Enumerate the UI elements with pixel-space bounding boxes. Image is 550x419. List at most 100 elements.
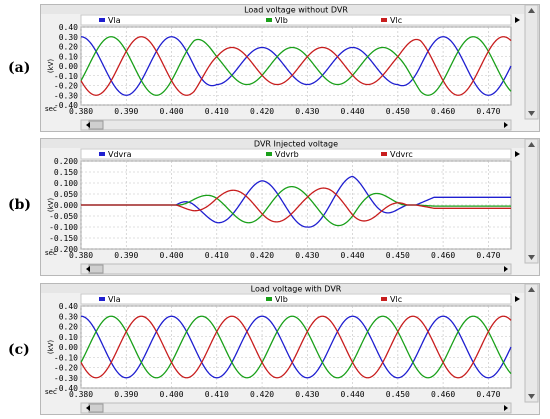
panel-c-label: (c) (8, 342, 30, 358)
x-tick-label: 0.470 (476, 107, 500, 116)
svg-text:Vlb: Vlb (275, 295, 288, 304)
chart-title: Load voltage with DVR (251, 285, 342, 294)
svg-text:Vdvra: Vdvra (108, 150, 132, 159)
legend-item-vlc[interactable]: Vlc (381, 295, 402, 304)
expand-right-icon[interactable] (515, 17, 520, 23)
x-tick-label: 0.400 (159, 251, 183, 260)
y-tick-label: 0.30 (59, 33, 78, 42)
x-tick-label: 0.460 (431, 251, 455, 260)
scroll-up-icon[interactable] (528, 142, 535, 147)
vertical-scrollbar[interactable] (524, 284, 539, 403)
x-tick-label: 0.380 (69, 107, 93, 116)
legend-item-vdvrc[interactable]: Vdvrc (381, 150, 413, 159)
y-tick-label: 0.100 (54, 179, 78, 188)
y-tick-label: 0.40 (59, 23, 78, 32)
y-tick-label: 0.10 (59, 333, 78, 342)
series-line-vla (80, 36, 512, 96)
x-tick-label: 0.380 (69, 251, 93, 260)
svg-text:Vlc: Vlc (390, 16, 402, 25)
scroll-up-icon[interactable] (528, 287, 535, 292)
y-tick-label: -0.10 (54, 353, 78, 362)
legend-item-vdvra[interactable]: Vdvra (99, 150, 132, 159)
series-line-vlb (80, 315, 512, 379)
x-tick-label: 0.400 (159, 390, 183, 399)
legend-item-vlc[interactable]: Vlc (381, 16, 402, 25)
chart-title: DVR Injected voltage (254, 140, 338, 149)
series-line-vla (80, 315, 512, 379)
x-tick-label: 0.470 (476, 251, 500, 260)
y-axis-label: (kV) (47, 340, 55, 355)
x-axis-label: sec (45, 388, 57, 396)
legend-item-vla[interactable]: Vla (99, 16, 121, 25)
svg-text:Vlc: Vlc (390, 295, 402, 304)
scroll-up-icon[interactable] (528, 8, 535, 13)
x-tick-label: 0.450 (386, 107, 410, 116)
panel-c: Load voltage with DVR Vla Vlb Vlc 0.40 0.30 0.… (40, 283, 540, 415)
chart-title: Load voltage without DVR (244, 6, 348, 15)
scroll-thumb[interactable] (88, 120, 104, 130)
chart-b: DVR Injected voltage Vdvra Vdvrb Vdvrc 0.200… (41, 139, 539, 275)
x-tick-label: 0.420 (250, 251, 274, 260)
vertical-scrollbar[interactable] (524, 139, 539, 264)
chart-c: Load voltage with DVR Vla Vlb Vlc 0.400.30 0.… (41, 284, 539, 414)
y-tick-label: 0.000 (54, 201, 78, 210)
x-tick-label: 0.390 (114, 107, 138, 116)
scroll-right-icon[interactable] (504, 405, 508, 411)
x-tick-label: 0.380 (69, 390, 93, 399)
x-tick-label: 0.440 (341, 390, 365, 399)
x-tick-label: 0.440 (341, 107, 365, 116)
horizontal-scrollbar[interactable] (80, 402, 512, 414)
y-tick-label: -0.40 (54, 384, 78, 393)
legend-item-vdvrb[interactable]: Vdvrb (266, 150, 299, 159)
vertical-scrollbar[interactable] (524, 5, 539, 120)
x-tick-label: 0.390 (114, 390, 138, 399)
x-tick-label: 0.410 (205, 390, 229, 399)
svg-text:Vla: Vla (108, 295, 121, 304)
y-tick-label: -0.100 (49, 223, 78, 232)
y-axis-label: (kV) (47, 198, 55, 213)
series-line-vlb (80, 36, 512, 96)
y-tick-label: -0.30 (54, 374, 78, 383)
scroll-down-icon[interactable] (528, 111, 535, 116)
x-tick-label: 0.430 (295, 107, 319, 116)
y-tick-label: -0.30 (54, 91, 78, 100)
scroll-right-icon[interactable] (504, 122, 508, 128)
scroll-thumb[interactable] (88, 264, 104, 274)
scroll-down-icon[interactable] (528, 255, 535, 260)
x-tick-label: 0.410 (205, 251, 229, 260)
horizontal-scrollbar[interactable] (80, 119, 512, 131)
x-tick-label: 0.440 (341, 251, 365, 260)
legend-item-vlb[interactable]: Vlb (266, 295, 288, 304)
x-tick-label: 0.430 (295, 390, 319, 399)
y-axis-label: (kV) (47, 59, 55, 74)
x-tick-label: 0.400 (159, 107, 183, 116)
series-line-vdvrc (81, 187, 511, 223)
y-tick-label: 0.00 (59, 343, 78, 352)
expand-right-icon[interactable] (515, 296, 520, 302)
scroll-down-icon[interactable] (528, 394, 535, 399)
svg-text:Vdvrb: Vdvrb (275, 150, 299, 159)
series-line-vlc (80, 36, 512, 96)
x-tick-label: 0.420 (250, 107, 274, 116)
horizontal-scrollbar[interactable] (80, 263, 512, 275)
scroll-left-icon[interactable] (86, 405, 90, 411)
x-tick-label: 0.460 (431, 390, 455, 399)
y-tick-label: 0.10 (59, 52, 78, 61)
x-tick-label: 0.450 (386, 251, 410, 260)
x-axis-label: sec (45, 249, 57, 257)
panel-a: Load voltage without DVR Vla Vlb Vlc 0.40 0.3… (40, 4, 540, 132)
legend-item-vla[interactable]: Vla (99, 295, 121, 304)
scroll-right-icon[interactable] (504, 266, 508, 272)
scroll-thumb[interactable] (88, 403, 104, 413)
expand-right-icon[interactable] (515, 151, 520, 157)
y-tick-label: -0.40 (54, 101, 78, 110)
x-tick-label: 0.470 (476, 390, 500, 399)
scroll-left-icon[interactable] (86, 266, 90, 272)
panel-a-label: (a) (8, 60, 31, 76)
scroll-left-icon[interactable] (86, 122, 90, 128)
x-axis-label: sec (45, 105, 57, 113)
legend-item-vlb[interactable]: Vlb (266, 16, 288, 25)
y-tick-label: 0.20 (59, 323, 78, 332)
y-tick-label: -0.150 (49, 234, 78, 243)
y-tick-label: 0.200 (54, 157, 78, 166)
